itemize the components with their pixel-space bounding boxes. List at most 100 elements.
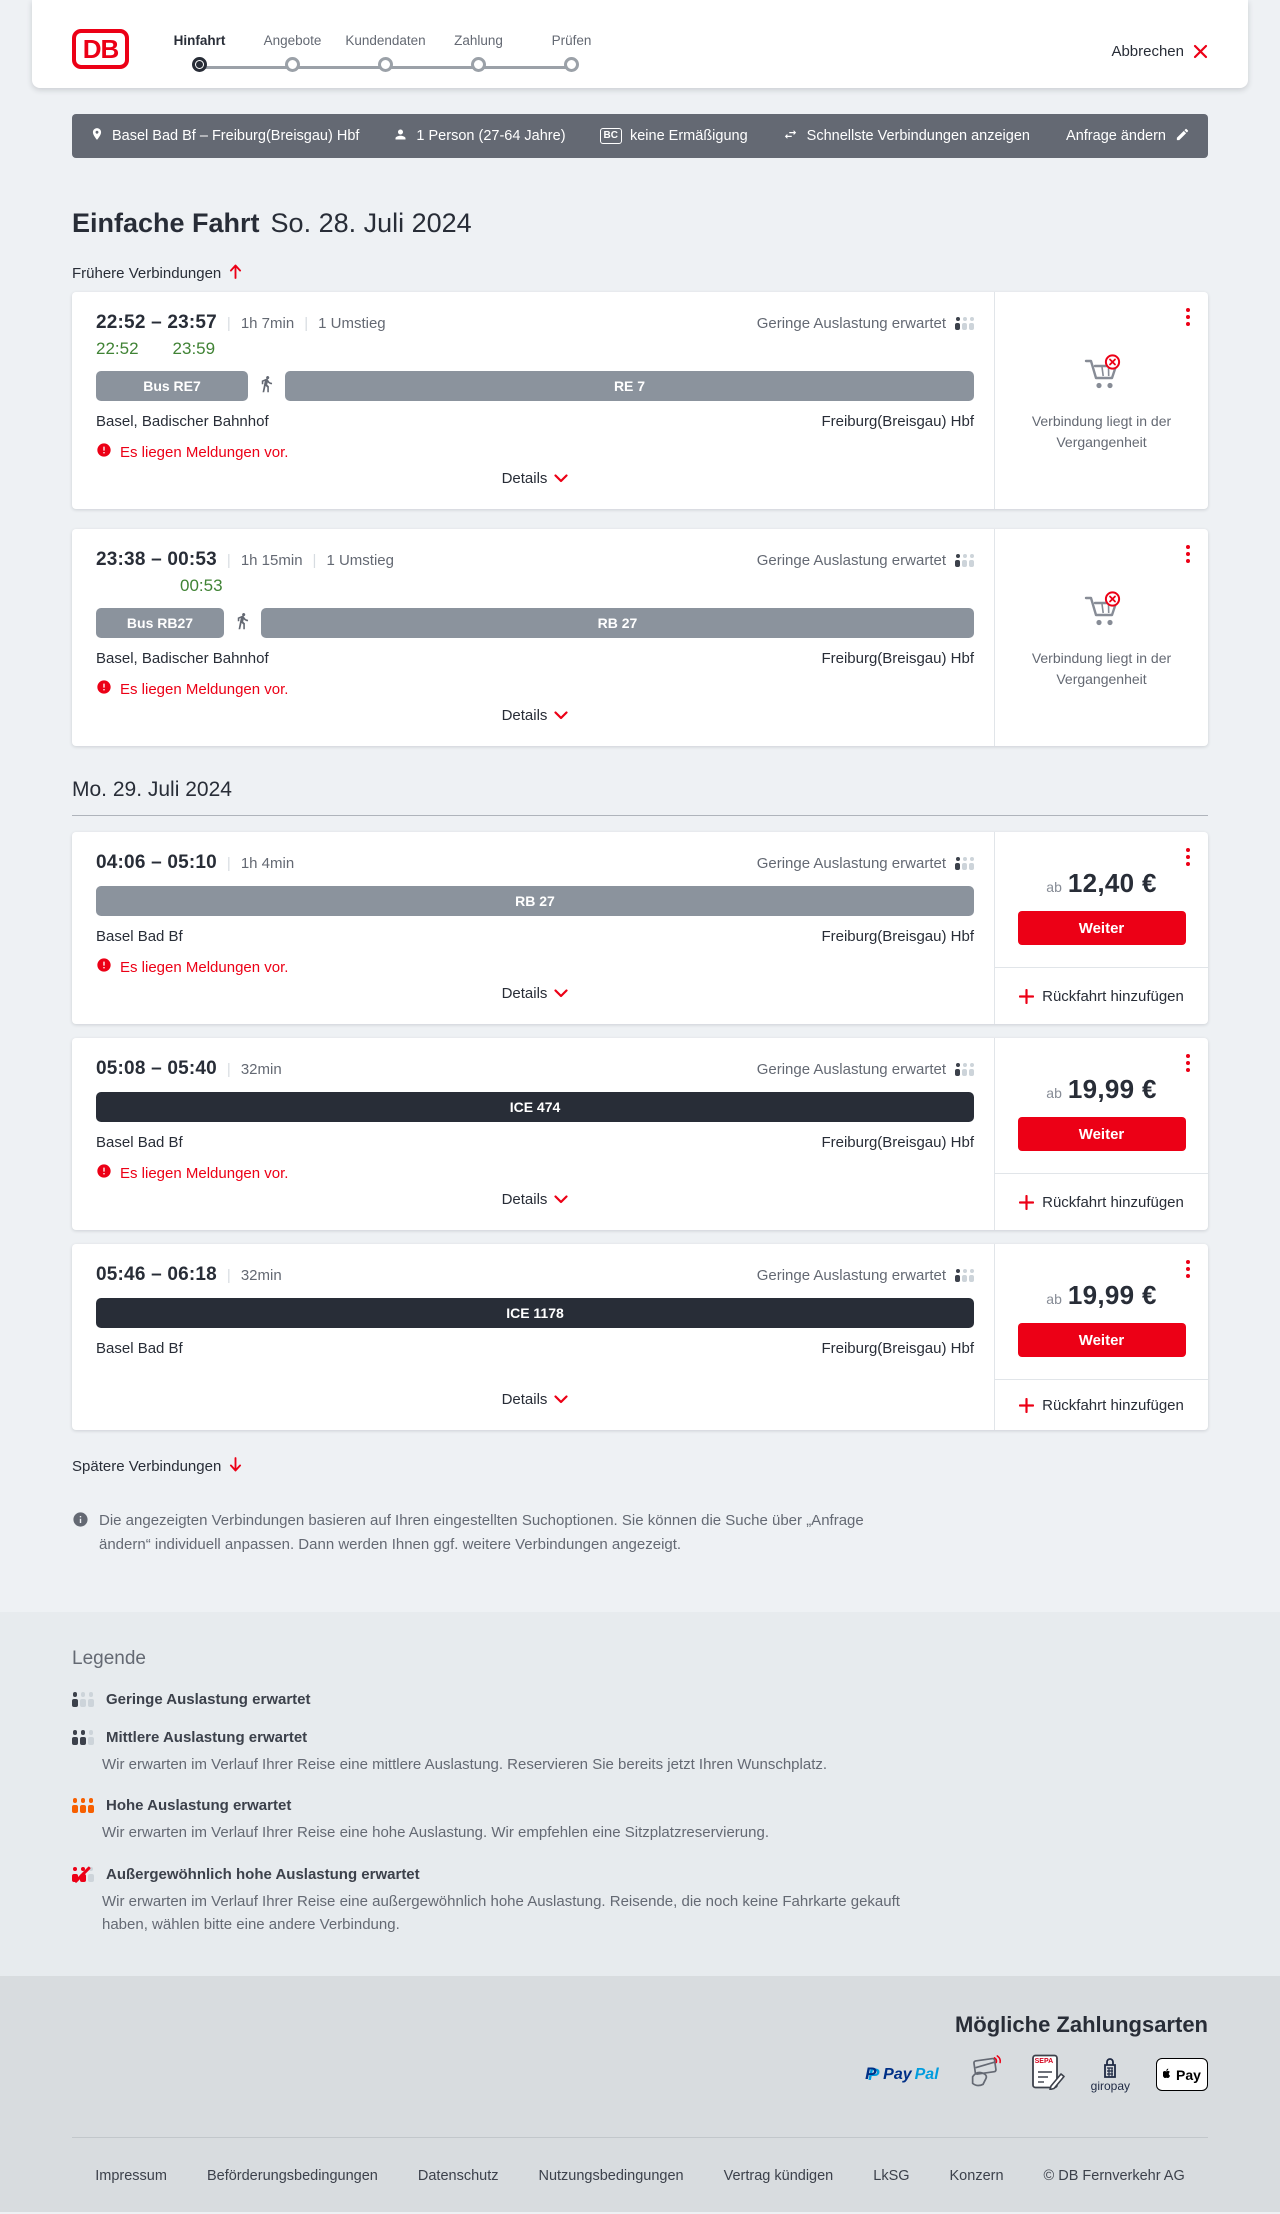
footer-link-impressum[interactable]: Impressum (95, 2168, 167, 2184)
continue-button[interactable]: Weiter (1017, 1117, 1186, 1151)
chevron-down-icon (554, 1191, 569, 1208)
arrow-down-icon (229, 1456, 242, 1477)
segment-badge: Bus RE7 (96, 371, 248, 401)
occupancy-indicator: Geringe Auslastung erwartet (757, 1061, 974, 1078)
sepa-direct-debit-icon: SEPA (1029, 2054, 1065, 2095)
side-divider (995, 1173, 1208, 1174)
overflow-menu-button[interactable] (1182, 1256, 1194, 1282)
footer-link-befoerderungsbedingungen[interactable]: Beförderungsbedingungen (206, 2168, 378, 2184)
occupancy-low-icon (955, 553, 974, 567)
connection-side-panel: ab 19,99 € Weiter Rückfahrt hinzufügen (994, 1244, 1208, 1430)
price: ab 19,99 € (1046, 1074, 1157, 1104)
step-kundendaten: Kundendaten (339, 33, 432, 72)
details-toggle[interactable]: Details (498, 699, 573, 732)
continue-button[interactable]: Weiter (1017, 911, 1186, 945)
cancel-button[interactable]: Abbrechen (1111, 43, 1208, 60)
walk-icon (257, 371, 276, 401)
messages-warning: Es liegen Meldungen vor. (96, 679, 974, 699)
connection-side-panel: Verbindung liegt in der Vergangenheit (994, 529, 1208, 746)
occupancy-low-icon (955, 1268, 974, 1282)
edit-request-button[interactable]: Anfrage ändern (1066, 127, 1190, 146)
details-toggle[interactable]: Details (498, 977, 573, 1010)
segment-badge: Bus RB27 (96, 608, 224, 638)
close-icon (1193, 44, 1208, 59)
origin-station: Basel Bad Bf (96, 1340, 183, 1357)
legend-item-low: Geringe Auslastung erwartet (72, 1691, 1208, 1708)
route-summary: Basel Bad Bf – Freiburg(Breisgau) Hbf (90, 125, 359, 147)
footer-link-konzern[interactable]: Konzern (949, 2168, 1004, 2184)
segment-badge: ICE 1178 (96, 1298, 974, 1328)
connection-main: 23:38 – 00:53 | 1h 15min | 1 Umstieg Ger… (72, 529, 994, 746)
segments-bar: ICE 1178 (96, 1298, 974, 1328)
details-toggle[interactable]: Details (498, 462, 573, 495)
footer-link-nutzungsbedingungen[interactable]: Nutzungsbedingungen (538, 2168, 684, 2184)
plus-icon (1019, 988, 1035, 1004)
footer-link-lksg[interactable]: LkSG (873, 2168, 910, 2184)
legend-item-exceptional: Außergewöhnlich hohe Auslastung erwartet… (72, 1866, 1208, 1937)
credit-card-icon (965, 2054, 1003, 2095)
origin-station: Basel, Badischer Bahnhof (96, 413, 269, 430)
step-zahlung: Zahlung (432, 33, 525, 72)
overflow-menu-button[interactable] (1182, 844, 1194, 870)
segment-badge: RB 27 (261, 608, 974, 638)
plus-icon (1019, 1194, 1035, 1210)
arrow-up-icon (229, 263, 242, 284)
messages-warning: Es liegen Meldungen vor. (96, 1163, 974, 1183)
footer-link-vertrag-kuendigen[interactable]: Vertrag kündigen (723, 2168, 834, 2184)
past-connection-note: Verbindung liegt in der Vergangenheit (1031, 650, 1172, 687)
destination-station: Freiburg(Breisgau) Hbf (821, 1134, 974, 1151)
step-angebote: Angebote (246, 33, 339, 72)
overflow-menu-button[interactable] (1182, 304, 1194, 330)
occupancy-indicator: Geringe Auslastung erwartet (757, 315, 974, 332)
booking-stepper: Hinfahrt Angebote Kundendaten Zahlung Pr… (153, 33, 618, 72)
details-toggle[interactable]: Details (498, 1183, 573, 1216)
bahncard-icon: BC (599, 128, 622, 144)
connection-times: 04:06 – 05:10 (96, 852, 217, 873)
realtime-times: 22:52 23:59 (96, 339, 216, 358)
chevron-down-icon (554, 707, 569, 724)
details-toggle[interactable]: Details (498, 1383, 573, 1416)
legend-item-high: Hohe Auslastung erwartet Wir erwarten im… (72, 1797, 1208, 1844)
connection-duration: 1h 7min (240, 314, 295, 332)
overflow-menu-button[interactable] (1182, 1050, 1194, 1076)
db-logo: DB (72, 29, 129, 69)
destination-station: Freiburg(Breisgau) Hbf (821, 1340, 974, 1357)
person-icon (393, 127, 408, 146)
step-dot (564, 56, 579, 72)
giropay-icon: giropay (1091, 2056, 1130, 2093)
chevron-down-icon (554, 985, 569, 1002)
search-summary-bar: Basel Bad Bf – Freiburg(Breisgau) Hbf 1 … (72, 114, 1208, 158)
earlier-connections-link[interactable]: Frühere Verbindungen (72, 263, 242, 284)
connection-card: 05:46 – 06:18 | 32min Geringe Auslastung… (72, 1244, 1208, 1430)
connection-main: 05:46 – 06:18 | 32min Geringe Auslastung… (72, 1244, 994, 1430)
connection-duration: 32min (240, 1060, 282, 1078)
connection-card: 05:08 – 05:40 | 32min Geringe Auslastung… (72, 1038, 1208, 1230)
sort-toggle[interactable]: Schnellste Verbindungen anzeigen (782, 127, 1030, 146)
warning-icon (96, 679, 112, 699)
footer-link-datenschutz[interactable]: Datenschutz (417, 2168, 499, 2184)
overflow-menu-button[interactable] (1182, 541, 1194, 567)
chevron-down-icon (554, 1391, 569, 1408)
connection-side-panel: Verbindung liegt in der Vergangenheit (994, 292, 1208, 509)
paypal-icon: P P Pay Pal (865, 2064, 939, 2084)
add-return-button[interactable]: Rückfahrt hinzufügen (995, 1380, 1208, 1430)
footer-links: Impressum Beförderungsbedingungen Datens… (72, 2138, 1208, 2214)
add-return-button[interactable]: Rückfahrt hinzufügen (995, 968, 1208, 1024)
destination-station: Freiburg(Breisgau) Hbf (821, 650, 974, 667)
connection-side-panel: ab 12,40 € Weiter Rückfahrt hinzufügen (994, 832, 1208, 1024)
add-return-button[interactable]: Rückfahrt hinzufügen (995, 1174, 1208, 1230)
continue-button[interactable]: Weiter (1017, 1323, 1186, 1357)
connection-transfers: 1 Umstieg (318, 314, 386, 332)
later-connections-link[interactable]: Spätere Verbindungen (72, 1456, 242, 1477)
warning-icon (96, 957, 112, 977)
segments-bar: Bus RE7 RE 7 (96, 371, 974, 401)
occupancy-indicator: Geringe Auslastung erwartet (757, 855, 974, 872)
segment-badge: ICE 474 (96, 1092, 974, 1122)
connection-times: 22:52 – 23:57 (96, 312, 217, 333)
price-value: 19,99 € (1067, 1280, 1157, 1310)
connection-duration: 32min (240, 1266, 282, 1284)
legend-title: Legende (72, 1648, 146, 1669)
realtime-times: 00:53 (180, 576, 223, 595)
segments-bar: Bus RB27 RB 27 (96, 608, 974, 638)
origin-station: Basel Bad Bf (96, 928, 183, 945)
